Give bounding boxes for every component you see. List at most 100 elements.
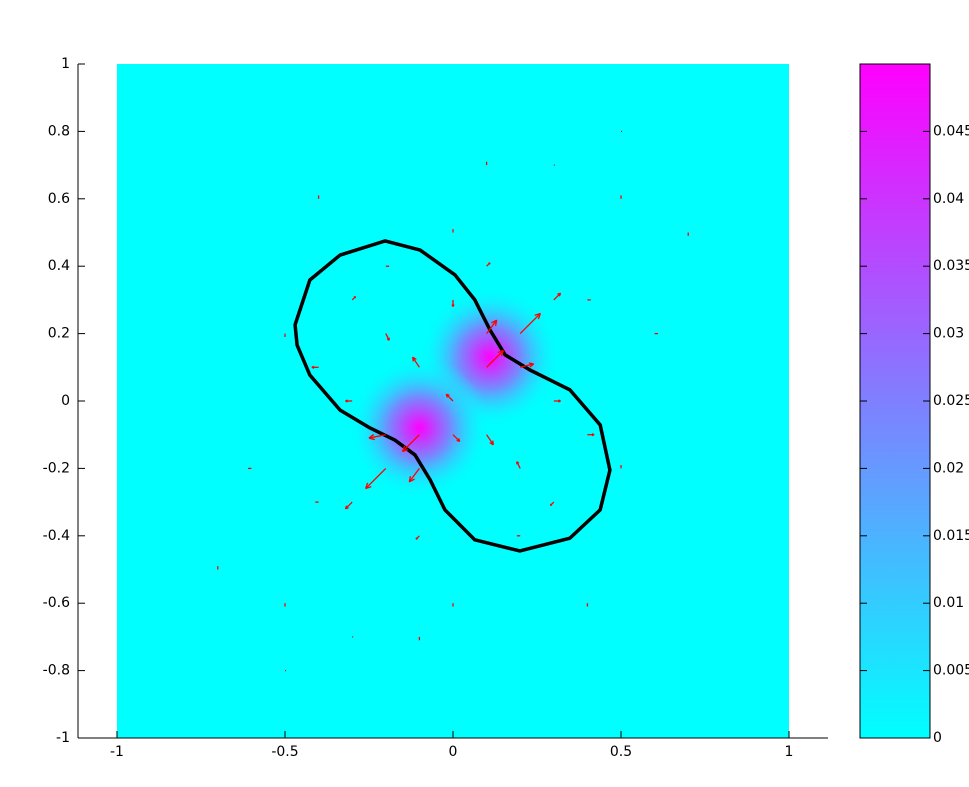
contour (293, 239, 612, 553)
y-tick-label: -0.2 (43, 460, 70, 476)
colorbar-tick-label: 0.02 (933, 460, 964, 476)
arrow (345, 399, 353, 403)
arrow (553, 292, 562, 301)
arrow-head (408, 475, 412, 482)
arrow-head (365, 482, 369, 489)
arrow (553, 399, 561, 403)
arrow-head (534, 312, 541, 317)
colorbar-tick-label: 0.01 (933, 595, 964, 611)
y-tick-label: -0.6 (43, 595, 70, 611)
arrow-head (409, 478, 415, 483)
arrow-shaft (412, 356, 420, 368)
arrow (365, 467, 387, 490)
arrow-shaft (452, 434, 461, 442)
arrow (412, 356, 420, 368)
colorbar-tick-label: 0.045 (933, 123, 969, 139)
arrow-head (386, 338, 390, 341)
y-tick-label: -0.8 (43, 663, 70, 679)
arrow (351, 295, 357, 301)
y-tick-label: -1 (56, 730, 70, 746)
arrow (401, 434, 420, 453)
arrow-head (365, 485, 372, 490)
colorbar-tick-label: 0.03 (933, 326, 964, 342)
arrow (311, 365, 319, 369)
arrow-head (345, 399, 348, 402)
arrow-head (516, 461, 520, 464)
arrow (516, 461, 521, 469)
arrow (520, 362, 535, 368)
arrow (451, 299, 455, 307)
arrow (587, 433, 595, 437)
arrow-head (537, 313, 541, 320)
y-tick-label: 0.6 (48, 191, 70, 207)
arrow-shaft (486, 350, 504, 368)
arrow-head (500, 350, 505, 357)
x-tick-label: 0 (449, 744, 458, 760)
x-tick-label: -0.5 (271, 744, 298, 760)
arrow (486, 262, 491, 267)
colorbar-tick-label: 0.005 (933, 663, 969, 679)
arrow-head (488, 262, 491, 265)
y-tick-label: -0.4 (43, 528, 70, 544)
arrow-shaft (365, 467, 387, 490)
arrow-head (529, 363, 535, 368)
x-tick-label: 1 (785, 744, 794, 760)
arrow-shaft (445, 393, 454, 402)
arrow (486, 349, 505, 368)
arrow-head (415, 537, 418, 540)
arrow-head (591, 434, 595, 437)
arrow-head (401, 445, 406, 452)
arrow-head (311, 365, 315, 368)
y-tick-label: 1 (61, 56, 70, 72)
colorbar (859, 63, 931, 739)
arrow-head (354, 296, 357, 299)
arrow (452, 434, 461, 443)
arrow (344, 501, 353, 510)
arrow-head (494, 320, 498, 327)
arrow-shaft (402, 434, 420, 452)
arrow-head (402, 448, 409, 453)
arrow-head (497, 349, 504, 354)
arrow-head (456, 439, 460, 443)
arrow-head (412, 356, 417, 360)
arrow (486, 319, 498, 334)
arrow-head (344, 505, 348, 510)
y-tick-label: 0.8 (48, 123, 70, 139)
arrow-shaft (486, 434, 494, 446)
y-tick-label: 0.2 (48, 326, 70, 342)
colorbar-tick-label: 0.035 (933, 258, 969, 274)
arrow (519, 312, 541, 335)
arrow-shaft (520, 363, 534, 368)
arrow-head (549, 503, 552, 506)
colorbar-tick-label: 0.015 (933, 528, 969, 544)
arrow-head (368, 437, 375, 441)
arrow-shaft (519, 312, 541, 335)
arrow-shaft (486, 319, 498, 334)
arrow (385, 333, 390, 341)
arrow-shaft (345, 501, 353, 510)
arrow-head (558, 400, 561, 403)
arrow-shaft (553, 292, 561, 301)
arrow-head (558, 292, 562, 297)
arrow-shaft (408, 468, 420, 483)
x-tick-label: 0.5 (610, 744, 632, 760)
arrow-head (451, 304, 454, 307)
hotspot (349, 357, 490, 498)
y-tick-label: 0 (61, 393, 70, 409)
arrow-head (489, 442, 494, 446)
y-tick-label: 0.4 (48, 258, 70, 274)
arrow-head (446, 393, 450, 396)
arrow-shaft (368, 434, 386, 439)
arrow-head (491, 319, 497, 324)
arrow (415, 535, 420, 540)
arrow (445, 393, 454, 402)
colorbar-tick-label: 0 (933, 730, 942, 746)
arrow (408, 468, 420, 483)
colorbar-tick-label: 0.025 (933, 393, 969, 409)
colorbar-tick-label: 0.04 (933, 191, 964, 207)
arrow (368, 433, 386, 441)
arrow (486, 434, 494, 446)
arrow-head (368, 433, 375, 439)
arrow (549, 501, 555, 507)
